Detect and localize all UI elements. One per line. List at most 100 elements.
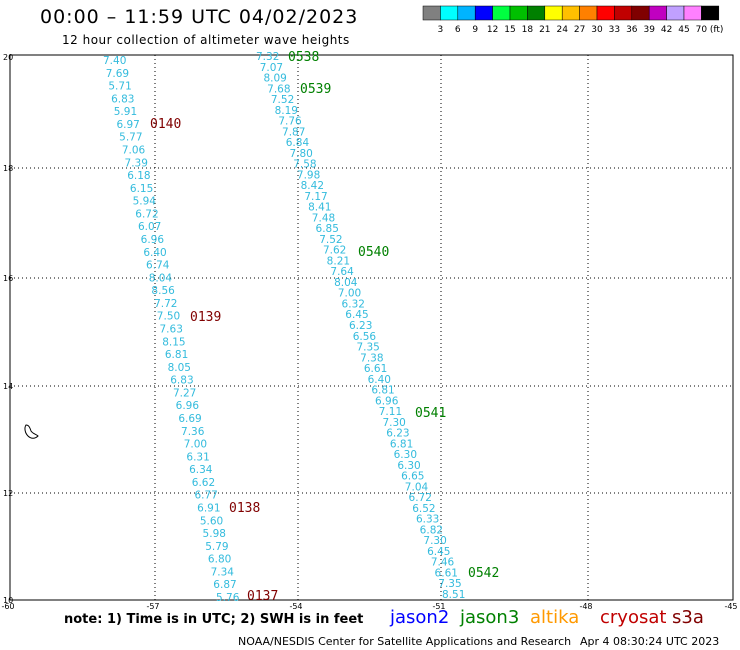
wave-height-value: 6.72 bbox=[135, 208, 158, 220]
colorbar-tick-label: 33 bbox=[609, 25, 620, 35]
wave-height-value: 6.83 bbox=[111, 93, 134, 105]
colorbar-tick-label: 27 bbox=[574, 25, 585, 35]
wave-height-value: 6.56 bbox=[353, 331, 377, 343]
wave-height-value: 8.41 bbox=[308, 202, 331, 214]
wave-height-value: 7.06 bbox=[122, 145, 146, 157]
wave-height-value: 7.36 bbox=[181, 426, 205, 438]
wave-height-value: 7.76 bbox=[278, 116, 302, 128]
wave-height-value: 7.52 bbox=[271, 94, 294, 106]
pass-time-label: 0540 bbox=[358, 245, 389, 260]
colorbar-tick-label: 30 bbox=[591, 25, 603, 35]
y-tick-label: 20 bbox=[3, 53, 13, 62]
wave-height-value: 8.56 bbox=[151, 285, 175, 297]
wave-height-value: 7.11 bbox=[379, 406, 402, 418]
wave-height-value: 6.34 bbox=[189, 464, 213, 476]
y-tick-label: 18 bbox=[3, 164, 13, 173]
legend-satellite-s3a: s3a bbox=[672, 607, 704, 628]
colorbar-tick-label: 45 bbox=[678, 25, 689, 35]
wave-height-value: 5.60 bbox=[200, 515, 223, 527]
colorbar-tick-label: 36 bbox=[626, 25, 638, 35]
wave-height-value: 7.35 bbox=[356, 342, 379, 354]
pass-time-label: 0138 bbox=[229, 501, 260, 516]
island-outline-icon bbox=[24, 424, 39, 439]
legend-satellite-cryosat: cryosat bbox=[600, 607, 667, 628]
pass-time-label: 0538 bbox=[288, 50, 319, 65]
wave-height-value: 8.04 bbox=[334, 277, 358, 289]
wave-height-value: 6.81 bbox=[390, 438, 413, 450]
wave-height-value: 8.04 bbox=[149, 272, 173, 284]
wave-height-value: 6.84 bbox=[286, 137, 310, 149]
wave-height-value: 6.23 bbox=[349, 320, 372, 332]
wave-height-value: 7.00 bbox=[338, 288, 361, 300]
legend-satellite-altika: altika bbox=[530, 607, 580, 628]
pass-time-label: 0542 bbox=[468, 566, 499, 581]
wave-height-value: 6.32 bbox=[342, 298, 365, 310]
wave-height-value: 6.40 bbox=[143, 247, 166, 259]
colorbar-tick-label: 70 bbox=[696, 25, 708, 35]
wave-height-value: 8.51 bbox=[442, 589, 465, 601]
wave-height-value: 8.21 bbox=[327, 255, 350, 267]
wave-height-value: 7.50 bbox=[157, 311, 180, 323]
colorbar-tick-label: 3 bbox=[438, 25, 444, 35]
wave-height-value: 7.58 bbox=[293, 159, 316, 171]
wave-height-value: 6.81 bbox=[371, 385, 394, 397]
wave-height-value: 7.00 bbox=[184, 439, 207, 451]
credit-line: NOAA/NESDIS Center for Satellite Applica… bbox=[238, 635, 572, 648]
wave-height-value: 6.83 bbox=[170, 375, 193, 387]
wave-height-value: 7.63 bbox=[160, 324, 183, 336]
wave-height-value: 6.85 bbox=[316, 223, 339, 235]
wave-height-value: 6.40 bbox=[368, 374, 391, 386]
x-tick-label: -54 bbox=[289, 602, 302, 610]
wave-height-value: 8.15 bbox=[162, 336, 185, 348]
wave-height-value: 7.64 bbox=[330, 266, 354, 278]
y-tick-label: 14 bbox=[3, 382, 13, 391]
wave-height-value: 6.77 bbox=[194, 490, 217, 502]
wave-height-value: 6.96 bbox=[141, 234, 165, 246]
wave-height-value: 8.19 bbox=[275, 105, 298, 117]
wave-height-value: 7.32 bbox=[256, 51, 279, 63]
wave-height-value: 7.27 bbox=[173, 387, 196, 399]
wave-height-value: 6.74 bbox=[146, 260, 170, 272]
wave-height-value: 5.94 bbox=[133, 196, 157, 208]
pass-time-label: 0140 bbox=[150, 117, 181, 132]
legend-satellite-jason2: jason2 bbox=[390, 607, 450, 628]
colorbar-unit: (ft) bbox=[710, 25, 724, 35]
wave-height-value: 7.04 bbox=[405, 481, 429, 493]
footnote: note: 1) Time is in UTC; 2) SWH is in fe… bbox=[64, 612, 364, 627]
pass-time-label: 0541 bbox=[415, 406, 446, 421]
color-legend: 3 6 9 12 15 18 21 24 27 30 33 36 39 42 45 70 (ft) bbox=[422, 5, 724, 35]
wave-height-value: 6.33 bbox=[416, 514, 439, 526]
wave-height-value: 7.17 bbox=[304, 191, 327, 203]
wave-height-value: 7.07 bbox=[260, 62, 283, 74]
wave-height-value: 6.30 bbox=[394, 449, 417, 461]
y-tick-label: 12 bbox=[3, 489, 13, 498]
wave-height-value: 7.69 bbox=[106, 68, 129, 80]
colorbar-tick-label: 15 bbox=[504, 25, 515, 35]
y-tick-label: 16 bbox=[3, 274, 13, 283]
wave-height-value: 7.35 bbox=[438, 578, 461, 590]
wave-height-value: 5.76 bbox=[216, 592, 240, 604]
wave-height-value: 6.91 bbox=[197, 503, 220, 515]
wave-height-value: 5.91 bbox=[114, 106, 137, 118]
wave-height-value: 5.71 bbox=[108, 81, 131, 93]
wave-height-value: 7.34 bbox=[211, 566, 235, 578]
wave-height-value: 7.80 bbox=[289, 148, 312, 160]
wave-height-value: 6.61 bbox=[435, 567, 458, 579]
wave-height-value: 8.42 bbox=[301, 180, 324, 192]
colorbar-tick-label: 6 bbox=[455, 25, 461, 35]
x-tick-label: -57 bbox=[146, 602, 159, 610]
x-tick-label: -51 bbox=[432, 602, 445, 610]
x-tick-label: -48 bbox=[579, 602, 592, 610]
wave-height-value: 6.15 bbox=[130, 183, 153, 195]
wave-height-value: 6.52 bbox=[412, 503, 435, 515]
map-frame bbox=[9, 54, 734, 601]
wave-height-value: 7.87 bbox=[282, 126, 305, 138]
wave-height-value: 7.62 bbox=[323, 245, 346, 257]
wave-height-value: 5.79 bbox=[205, 541, 228, 553]
wave-height-value: 6.69 bbox=[178, 413, 201, 425]
wave-height-value: 6.18 bbox=[127, 170, 150, 182]
wave-height-value: 6.65 bbox=[401, 471, 424, 483]
wave-height-value: 6.82 bbox=[420, 524, 443, 536]
wave-height-value: 6.87 bbox=[213, 579, 236, 591]
colorbar-tick-label: 9 bbox=[472, 25, 478, 35]
